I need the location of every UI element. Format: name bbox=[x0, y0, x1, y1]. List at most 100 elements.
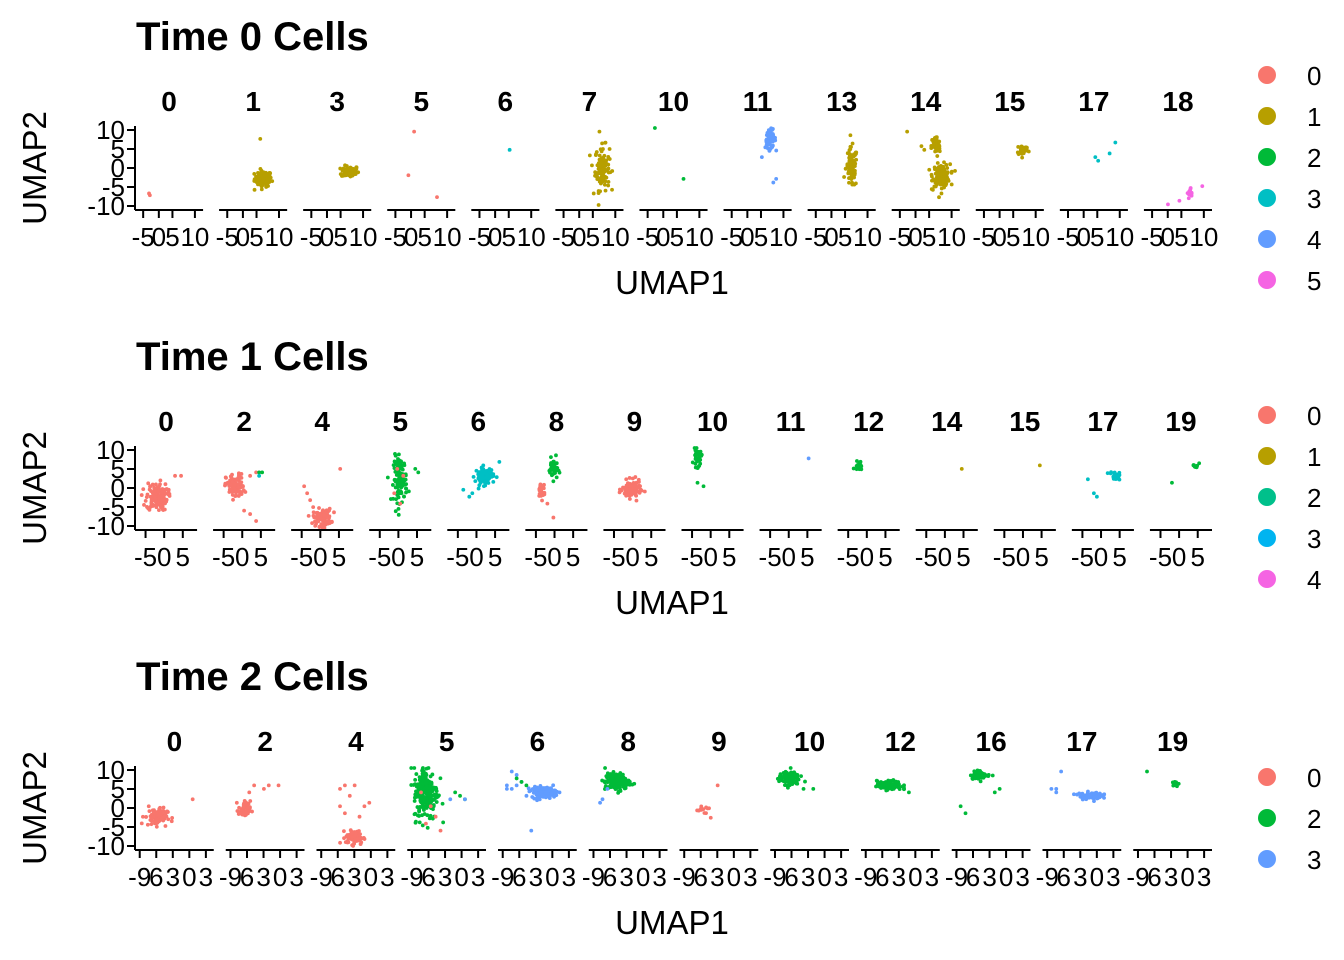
data-point bbox=[607, 147, 612, 151]
x-tick-label: 6 bbox=[512, 862, 526, 892]
x-tick-label: -9 bbox=[219, 862, 242, 892]
data-point bbox=[163, 824, 168, 828]
data-point bbox=[697, 456, 702, 461]
data-point bbox=[811, 786, 816, 791]
data-point bbox=[476, 486, 481, 491]
data-point bbox=[396, 472, 401, 476]
data-point bbox=[611, 770, 616, 774]
data-point bbox=[481, 484, 486, 489]
data-point bbox=[412, 129, 417, 134]
data-point bbox=[535, 798, 539, 803]
data-point bbox=[260, 170, 265, 175]
facet-label: 17 bbox=[1078, 86, 1109, 117]
data-point bbox=[601, 173, 606, 178]
data-point bbox=[939, 165, 944, 170]
data-point bbox=[422, 789, 427, 794]
x-axis-label: UMAP1 bbox=[615, 264, 729, 301]
data-point bbox=[1086, 789, 1090, 794]
data-point bbox=[247, 790, 252, 795]
data-point bbox=[612, 785, 617, 790]
x-tick-label: -9 bbox=[582, 862, 605, 892]
x-tick-label: 3 bbox=[1197, 862, 1211, 892]
data-point bbox=[441, 820, 446, 825]
data-point bbox=[434, 800, 439, 804]
data-point bbox=[514, 773, 519, 777]
data-point bbox=[1095, 793, 1100, 798]
x-tick-label: 0 bbox=[1172, 542, 1186, 572]
data-point bbox=[147, 507, 152, 512]
x-tick-label: 3 bbox=[925, 862, 939, 892]
x-tick-label: -5 bbox=[212, 542, 235, 572]
facet-panel-10: 10-50 5 10 bbox=[636, 86, 714, 252]
data-point bbox=[554, 453, 558, 458]
data-point bbox=[316, 519, 321, 524]
data-point bbox=[799, 774, 803, 779]
facet-panel-17: 17 -50 5 10 bbox=[1056, 86, 1134, 252]
data-point bbox=[1200, 184, 1205, 189]
y-tick-label: 5 bbox=[111, 454, 125, 484]
data-point bbox=[788, 766, 793, 770]
data-point bbox=[600, 797, 605, 802]
data-point bbox=[941, 179, 946, 184]
data-point bbox=[418, 794, 423, 799]
data-point bbox=[1037, 463, 1042, 468]
data-point bbox=[264, 171, 269, 176]
data-point bbox=[417, 808, 422, 813]
data-point bbox=[536, 791, 541, 796]
data-point bbox=[634, 498, 639, 503]
x-tick-label: 10 bbox=[769, 222, 798, 252]
x-tick-label: -5 bbox=[524, 542, 547, 572]
data-point bbox=[935, 161, 940, 165]
data-point bbox=[552, 468, 556, 473]
x-tick-label: 0 bbox=[545, 862, 559, 892]
data-point bbox=[143, 499, 148, 503]
data-point bbox=[537, 488, 542, 493]
data-point bbox=[845, 162, 850, 167]
data-point bbox=[610, 187, 614, 192]
data-point bbox=[598, 800, 602, 805]
x-tick-label: -5 bbox=[602, 542, 625, 572]
data-point bbox=[343, 163, 347, 168]
y-tick-label: -5 bbox=[102, 812, 125, 842]
data-point bbox=[619, 488, 624, 493]
data-point bbox=[476, 470, 481, 475]
data-point bbox=[398, 482, 403, 487]
data-point bbox=[487, 476, 492, 481]
data-point bbox=[616, 791, 621, 795]
data-point bbox=[329, 520, 334, 525]
data-point bbox=[540, 498, 544, 503]
data-point bbox=[152, 812, 157, 816]
data-point bbox=[599, 149, 604, 154]
x-tick-label: 3 bbox=[1106, 862, 1120, 892]
data-point bbox=[907, 790, 911, 795]
data-point bbox=[763, 145, 768, 150]
data-point bbox=[704, 811, 708, 816]
data-point bbox=[976, 776, 981, 781]
data-point bbox=[598, 189, 603, 194]
data-point bbox=[467, 494, 472, 499]
data-point bbox=[306, 513, 311, 518]
data-point bbox=[934, 149, 939, 153]
facet-panel-15: 15 -5 0 5 bbox=[993, 406, 1056, 572]
data-point bbox=[342, 783, 347, 788]
facet-label: 9 bbox=[627, 406, 643, 437]
data-point bbox=[412, 799, 417, 803]
facet-panel-15: 15 -50 5 10 bbox=[972, 86, 1050, 252]
y-tick-label: 10 bbox=[96, 435, 125, 465]
x-tick-label: -9 bbox=[945, 862, 968, 892]
data-point bbox=[934, 136, 939, 141]
legend: 0 2 3 bbox=[1258, 763, 1321, 875]
data-point bbox=[163, 482, 168, 487]
facet-panel-17: 17-96 3 0 3 bbox=[1036, 726, 1122, 892]
data-point bbox=[949, 170, 954, 175]
data-point bbox=[857, 462, 861, 466]
data-point bbox=[543, 795, 548, 800]
legend-label: 2 bbox=[1307, 804, 1321, 834]
data-point bbox=[891, 783, 896, 788]
x-tick-label: 3 bbox=[1073, 862, 1087, 892]
data-point bbox=[958, 804, 963, 809]
data-point bbox=[424, 803, 429, 808]
x-tick-label: -5 bbox=[216, 222, 239, 252]
data-point bbox=[223, 475, 228, 480]
x-tick-label: 3 bbox=[529, 862, 543, 892]
